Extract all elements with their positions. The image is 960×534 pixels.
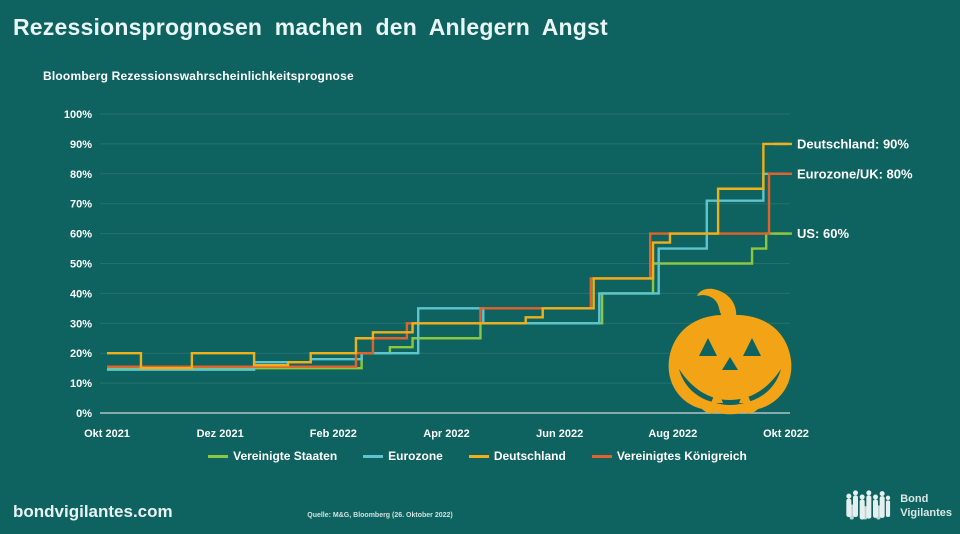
- legend-item-deutschland: Deutschland: [468, 449, 566, 463]
- legend-label: Vereinigtes Königreich: [616, 449, 747, 463]
- x-axis-tick-label: Feb 2022: [310, 428, 357, 440]
- pumpkin-tooth: [739, 388, 751, 403]
- legend-swatch: [591, 454, 612, 458]
- y-axis-tick-label: 70%: [70, 199, 92, 211]
- chart-title: Bloomberg Rezessionswahrscheinlichkeitsp…: [43, 69, 354, 83]
- pumpkin-right-eye: [743, 338, 761, 356]
- brand-name-line1: Bond: [900, 493, 929, 506]
- y-axis-tick-label: 0%: [76, 408, 92, 420]
- legend-label: Vereinigte Staaten: [233, 449, 338, 463]
- pumpkin-left-eye: [699, 338, 717, 356]
- legend-swatch: [363, 454, 384, 458]
- legend-label: Deutschland: [493, 449, 566, 463]
- x-axis-tick-label: Okt 2022: [763, 428, 809, 440]
- y-axis-tick-label: 100%: [64, 109, 92, 121]
- legend-item-vereinigte-staaten: Vereinigte Staaten: [208, 449, 337, 463]
- legend-item-vereinigtes-k-nigreich: Vereinigtes Königreich: [591, 449, 747, 463]
- brand-logo[interactable]: Bond Vigilantes: [843, 487, 952, 527]
- y-axis-tick-label: 40%: [70, 288, 92, 300]
- footer-site-link[interactable]: bondvigilantes.com: [13, 502, 173, 521]
- legend-swatch: [468, 454, 489, 458]
- brand-name-line2: Vigilantes: [900, 507, 952, 519]
- x-axis-tick-label: Dez 2021: [197, 428, 244, 440]
- pumpkin-mouth: [679, 369, 781, 405]
- annotation-label-us-60: US: 60%: [797, 226, 849, 241]
- people-crowd-icon: [846, 490, 891, 520]
- pumpkin-icon: [668, 288, 792, 415]
- y-axis-tick-label: 60%: [70, 229, 92, 241]
- x-axis-tick-label: Okt 2021: [84, 428, 130, 440]
- annotation-label-deutschland-90: Deutschland: 90%: [797, 136, 909, 151]
- legend-swatch: [208, 454, 229, 458]
- x-axis-tick-label: Apr 2022: [423, 428, 469, 440]
- page-title: Rezessionsprognosen machen den Anlegern …: [13, 14, 608, 40]
- pumpkin-tooth: [711, 388, 723, 403]
- annotation-label-eurozone-uk-80: Eurozone/UK: 80%: [797, 166, 913, 181]
- legend-item-eurozone: Eurozone: [363, 449, 443, 463]
- y-axis-tick-label: 50%: [70, 259, 92, 271]
- x-axis-tick-label: Jun 2022: [536, 428, 583, 440]
- y-axis-tick-label: 80%: [70, 169, 92, 181]
- chart-legend: Vereinigte Staaten Eurozone Deutschland Ver…: [105, 449, 850, 463]
- legend-label: Eurozone: [388, 449, 443, 463]
- pumpkin-stem: [697, 288, 737, 321]
- x-axis-tick-label: Aug 2022: [648, 428, 697, 440]
- pumpkin-nose: [722, 357, 738, 370]
- series-line-deutschland: [107, 142, 789, 370]
- y-axis-tick-label: 20%: [70, 348, 92, 360]
- y-axis-tick-label: 30%: [70, 318, 92, 330]
- source-note: Quelle: M&G, Bloomberg (26. Oktober 2022…: [307, 512, 453, 519]
- y-axis-tick-label: 90%: [70, 139, 92, 151]
- y-axis-tick-label: 10%: [70, 378, 92, 390]
